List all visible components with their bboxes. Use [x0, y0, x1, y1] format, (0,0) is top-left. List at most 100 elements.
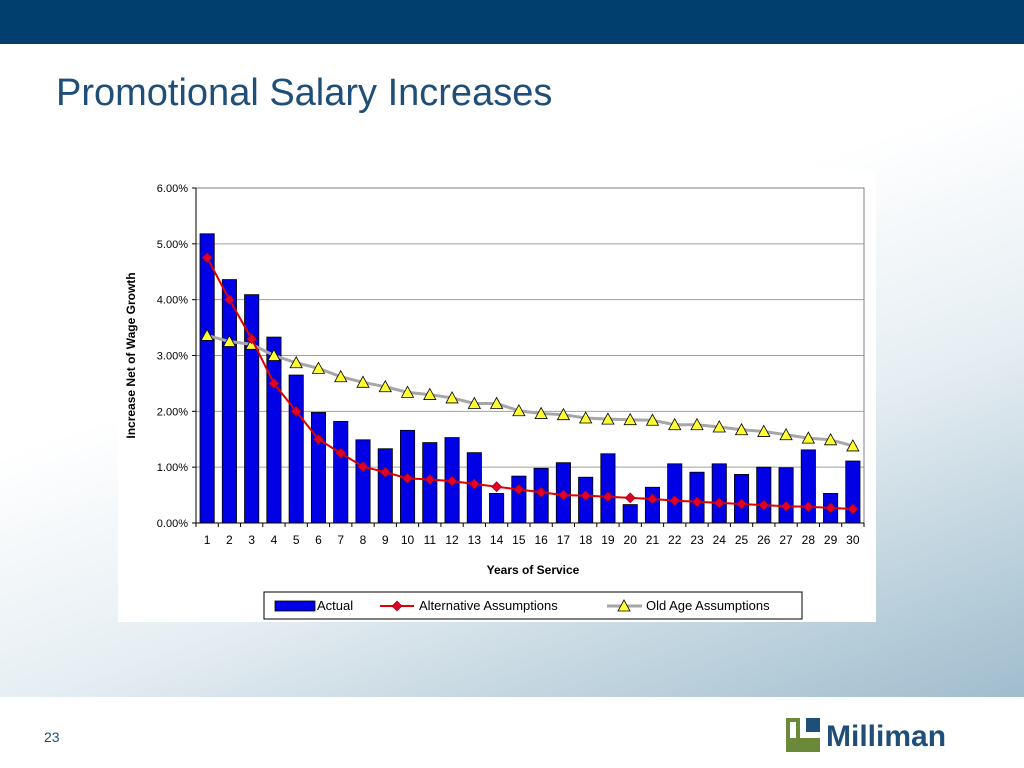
y-tick-label: 3.00% — [157, 351, 188, 363]
page-number: 23 — [44, 729, 60, 745]
old-age-point — [801, 431, 816, 444]
alternative-point — [268, 377, 280, 389]
bar — [266, 336, 282, 524]
old-age-point — [289, 355, 303, 369]
x-tick-label: 4 — [271, 533, 278, 547]
alternative-point — [580, 490, 592, 502]
alternative-point — [758, 499, 770, 511]
old-age-point — [423, 387, 437, 400]
old-age-point — [222, 334, 237, 347]
logo-text: Milliman — [826, 720, 947, 753]
milliman-logo: Milliman — [786, 716, 966, 756]
old-age-point — [645, 413, 660, 426]
page-title: Promotional Salary Increases — [56, 72, 553, 114]
alternative-line — [206, 257, 853, 511]
x-tick-label: 21 — [646, 533, 660, 547]
chart-container: 0.00% 1.00% 2.00% 3.00% 4.00% 5.00% 6.00% 1 2 3 4 5… — [118, 170, 876, 622]
alternative-point — [402, 472, 413, 484]
bar — [667, 463, 683, 524]
x-tick-label: 12 — [445, 533, 459, 547]
old-age-point — [489, 396, 504, 409]
alternative-point — [201, 252, 213, 264]
old-age-point — [467, 396, 482, 409]
bar — [600, 453, 616, 524]
old-age-point — [823, 432, 838, 446]
x-tick-label: 6 — [315, 533, 322, 547]
bar — [756, 466, 772, 524]
bar — [333, 420, 349, 524]
alternative-point — [736, 498, 747, 510]
x-tick-label: 9 — [382, 533, 389, 547]
bar — [711, 463, 727, 524]
old-age-point — [334, 369, 348, 383]
y-tick-label: 1.00% — [157, 462, 188, 474]
old-age-point — [601, 412, 615, 425]
milliman-logo-icon — [786, 718, 820, 752]
old-age-point — [200, 328, 214, 341]
x-tick-label: 8 — [360, 533, 367, 547]
bar — [489, 493, 505, 524]
legend-label-old-age: Old Age Assumptions — [646, 598, 770, 613]
legend-swatch-actual — [274, 600, 316, 612]
alternative-point — [624, 492, 636, 504]
alternative-point — [424, 474, 436, 485]
x-tick-label: 28 — [802, 533, 816, 547]
alternative-point — [647, 493, 658, 505]
old-age-point — [378, 379, 392, 393]
x-tick-label: 25 — [735, 533, 749, 547]
old-age-point — [690, 417, 704, 431]
x-tick-label: 29 — [824, 533, 838, 547]
bar — [355, 439, 371, 524]
y-axis-label: Increase Net of Wage Growth — [124, 272, 138, 438]
y-tick-label: 2.00% — [157, 406, 188, 418]
bar — [377, 448, 393, 524]
bar — [310, 412, 326, 524]
alternative-point — [446, 475, 458, 487]
old-age-point — [267, 348, 281, 361]
x-tick-label: 16 — [534, 533, 548, 547]
y-tick-label: 4.00% — [157, 295, 188, 307]
old-age-point — [534, 406, 548, 419]
x-tick-label: 22 — [668, 533, 682, 547]
bar — [644, 486, 660, 524]
alternative-point — [713, 497, 725, 509]
x-tick-label: 3 — [248, 533, 255, 547]
alternative-point — [802, 501, 814, 513]
footer-bar — [0, 697, 1024, 768]
bar — [288, 374, 304, 524]
old-age-point — [712, 420, 726, 433]
old-age-point — [311, 361, 326, 374]
alternative-point — [313, 433, 324, 445]
top-banner — [0, 0, 1024, 44]
alternative-point — [535, 486, 547, 498]
alternative-point — [335, 447, 347, 459]
y-tick-label: 6.00% — [157, 183, 188, 195]
x-tick-label: 24 — [713, 533, 727, 547]
old-age-point — [400, 385, 415, 398]
alternative-point — [602, 491, 614, 503]
alternative-point — [825, 502, 837, 514]
x-tick-label: 13 — [468, 533, 482, 547]
alternative-point — [513, 484, 525, 495]
x-tick-label: 18 — [579, 533, 593, 547]
old-age-point — [556, 407, 571, 421]
x-tick-label: 5 — [293, 533, 300, 547]
old-age-point — [668, 417, 682, 431]
x-tick-label: 10 — [401, 533, 415, 547]
old-age-point — [445, 391, 459, 404]
legend-swatch-alternative-marker — [391, 600, 403, 612]
alternative-point — [246, 333, 258, 345]
alternative-point — [357, 461, 369, 473]
bar — [511, 475, 527, 524]
alternative-point — [847, 503, 859, 515]
x-tick-label: 15 — [512, 533, 526, 547]
old-age-point — [846, 439, 860, 452]
x-tick-label: 20 — [624, 533, 638, 547]
x-tick-label: 1 — [204, 533, 211, 547]
x-tick-label: 30 — [846, 533, 860, 547]
legend-label-alternative: Alternative Assumptions — [419, 598, 558, 613]
alternative-point — [468, 478, 480, 490]
x-tick-label: 11 — [424, 533, 437, 547]
x-tick-label: 23 — [690, 533, 704, 547]
promotional-salary-chart: 0.00%1.00%2.00%3.00%4.00%5.00%6.00%1 2 3 4 5… — [124, 183, 865, 620]
